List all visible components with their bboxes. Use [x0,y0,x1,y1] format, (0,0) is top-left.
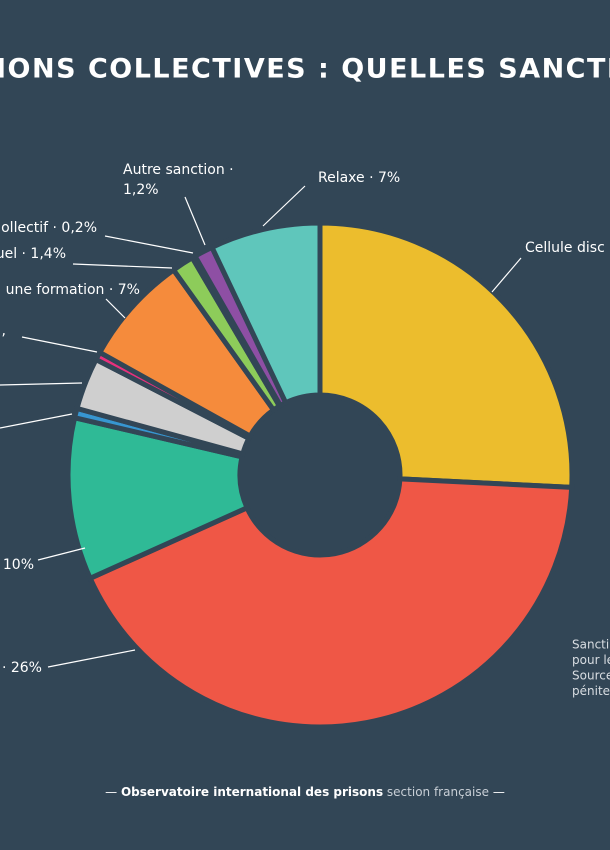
slice-label: ollectif · 0,2% [1,220,97,236]
footer-dash: — [493,785,505,799]
leader-line [262,185,306,227]
slice-label: , [2,323,6,339]
slice-label: 10% [3,557,34,573]
leader-line [104,235,194,254]
note-line: pénite [572,684,610,698]
note-line: pour le [572,653,610,667]
slice-label: uel · 1,4% [0,246,66,262]
slice-label: Autre sanction · [123,162,234,178]
leader-line [0,382,83,386]
donut-slice [208,220,323,407]
footer: — Observatoire international des prisons… [105,785,505,799]
leader-line [491,257,522,293]
slice-label: 1,2% [123,182,159,198]
note-line: Sancti [572,638,609,652]
leader-line [21,336,98,353]
donut-slice [86,476,575,730]
footer-organisation: Observatoire international des prisons [121,785,383,799]
leader-line [105,298,126,319]
donut-slice [65,414,251,582]
chart-title: IONS COLLECTIVES : QUELLES SANCTION [0,54,610,85]
leader-line [47,649,136,668]
slice-label: Relaxe · 7% [318,170,400,186]
footer-section: section française [387,785,489,799]
leader-line [0,413,73,429]
slice-label: · 26% [2,660,42,676]
slice-label: une formation · 7% [6,282,140,298]
leader-line [72,263,173,269]
donut-slice [317,220,575,490]
note-line: Source [572,669,610,683]
leader-line [37,547,86,561]
leader-line [184,196,206,246]
slice-label: Cellule disc [525,240,605,256]
footer-dash: — [105,785,117,799]
